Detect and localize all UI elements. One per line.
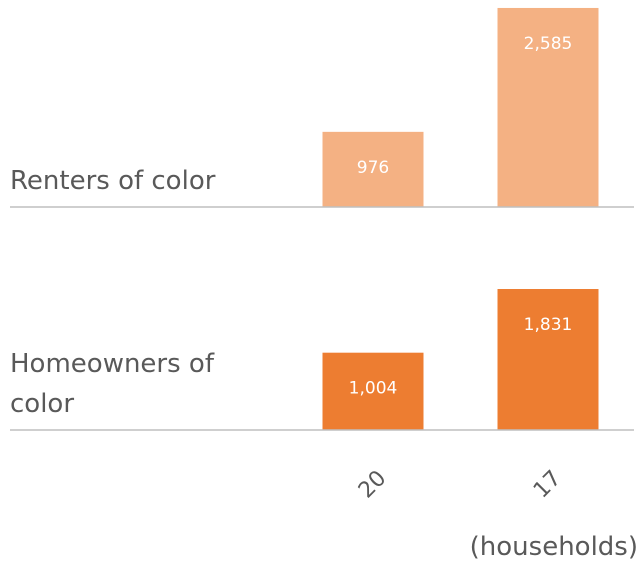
x-tick-label: 20 [354,466,391,503]
unit-label: (households) [469,532,638,562]
bar [322,352,424,430]
value-label: 1,004 [349,379,398,399]
x-tick-label: 17 [529,466,566,503]
series-label: Renters of color [10,166,216,196]
series-label: Homeowners of color [10,349,214,419]
bar [497,289,599,430]
value-label: 1,831 [524,315,573,335]
value-label: 2,585 [524,34,573,54]
value-label: 976 [357,158,389,178]
bar [322,131,424,207]
bar [497,7,599,207]
